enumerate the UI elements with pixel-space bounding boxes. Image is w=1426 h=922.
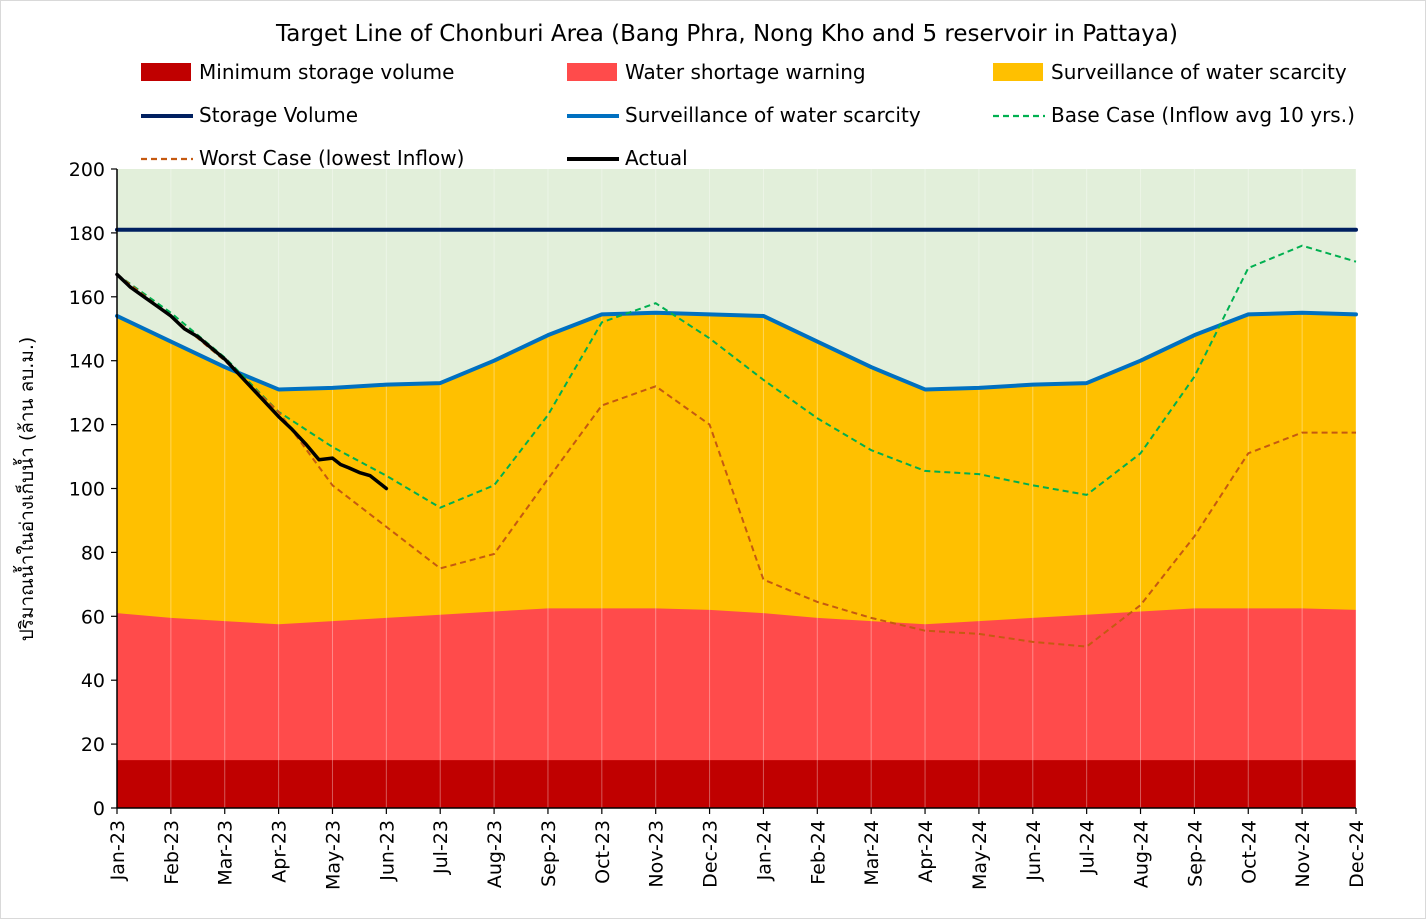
x-tick-label: Mar-23 — [215, 820, 237, 886]
y-tick-label: 80 — [81, 542, 105, 564]
legend-item: Water shortage warning — [567, 60, 866, 84]
legend-label: Storage Volume — [199, 103, 358, 127]
x-tick-label: Jan-24 — [753, 820, 775, 881]
legend-label: Surveillance of water scarcity — [1051, 60, 1347, 84]
line-series-6 — [116, 273, 1356, 648]
plot-area — [115, 169, 1358, 808]
legend-label: Surveillance of water scarcity — [625, 103, 921, 127]
x-tick-label: Nov-23 — [646, 820, 668, 888]
y-tick-label: 160 — [69, 287, 105, 309]
axes: 0 20 40 60 80 100 120 140 160 180 200 Jan-23 Feb-23 M… — [69, 159, 1368, 890]
y-tick-label: 200 — [69, 159, 105, 181]
y-axis-label: ปริมาณน้ำในอ่างเก็บน้ำ (ล้าน ลบ.ม.) — [13, 337, 38, 642]
x-tick-label: Jul-23 — [430, 820, 452, 875]
legend-label: Base Case (Inflow avg 10 yrs.) — [1051, 103, 1355, 127]
y-tick-label: 60 — [81, 606, 105, 628]
x-tick-label: Oct-23 — [592, 820, 614, 884]
x-tick-label: Dec-24 — [1346, 820, 1368, 888]
legend-swatch — [993, 63, 1043, 81]
legend-item: Base Case (Inflow avg 10 yrs.) — [993, 103, 1355, 127]
x-tick-label: Sep-24 — [1184, 820, 1206, 887]
legend-item: Actual — [567, 146, 688, 170]
line-series-7 — [115, 272, 389, 491]
x-tick-label: May-23 — [322, 820, 344, 890]
chart-title: Target Line of Chonburi Area (Bang Phra,… — [275, 21, 1178, 47]
x-tick-label: Sep-23 — [538, 820, 560, 887]
legend-swatch — [567, 63, 617, 81]
legend-item: Storage Volume — [141, 103, 358, 127]
x-tick-label: Mar-24 — [861, 820, 883, 886]
x-tick-label: Aug-24 — [1131, 820, 1153, 888]
x-tick-label: Aug-23 — [484, 820, 506, 888]
x-tick-label: May-24 — [969, 820, 991, 890]
legend-item: Minimum storage volume — [141, 60, 454, 84]
legend-label: Water shortage warning — [625, 60, 866, 84]
legend-label: Worst Case (lowest Inflow) — [199, 146, 464, 170]
y-tick-label: 0 — [93, 798, 105, 820]
legend-item: Surveillance of water scarcity — [993, 60, 1347, 84]
line-series-5 — [116, 244, 1357, 509]
x-tick-label: Jan-23 — [107, 820, 129, 881]
x-tick-label: Apr-23 — [269, 820, 291, 883]
x-tick-label: Dec-23 — [700, 820, 722, 888]
y-tick-label: 120 — [69, 415, 105, 437]
y-tick-label: 100 — [69, 479, 105, 501]
legend-item: Surveillance of water scarcity — [567, 103, 921, 127]
y-tick-label: 20 — [81, 734, 105, 756]
legend-item: Worst Case (lowest Inflow) — [141, 146, 464, 170]
x-tick-label: Jun-24 — [1023, 820, 1045, 882]
area-series-1 — [117, 608, 1356, 808]
x-tick-label: Nov-24 — [1292, 820, 1314, 888]
legend-swatch — [141, 63, 191, 81]
x-tick-label: Jun-23 — [376, 820, 398, 882]
legend: Minimum storage volume Water shortage war… — [141, 60, 1355, 170]
line-series-4 — [115, 310, 1358, 392]
x-tick-label: Apr-24 — [915, 820, 937, 883]
x-tick-label: Feb-23 — [161, 820, 183, 885]
x-tick-label: Oct-24 — [1238, 820, 1260, 884]
y-tick-label: 180 — [69, 223, 105, 245]
y-tick-label: 140 — [69, 351, 105, 373]
area-series-2 — [117, 760, 1356, 808]
x-tick-label: Jul-24 — [1077, 820, 1099, 875]
y-tick-label: 40 — [81, 670, 105, 692]
x-tick-label: Feb-24 — [807, 820, 829, 885]
legend-label: Minimum storage volume — [199, 60, 454, 84]
legend-label: Actual — [625, 146, 688, 170]
